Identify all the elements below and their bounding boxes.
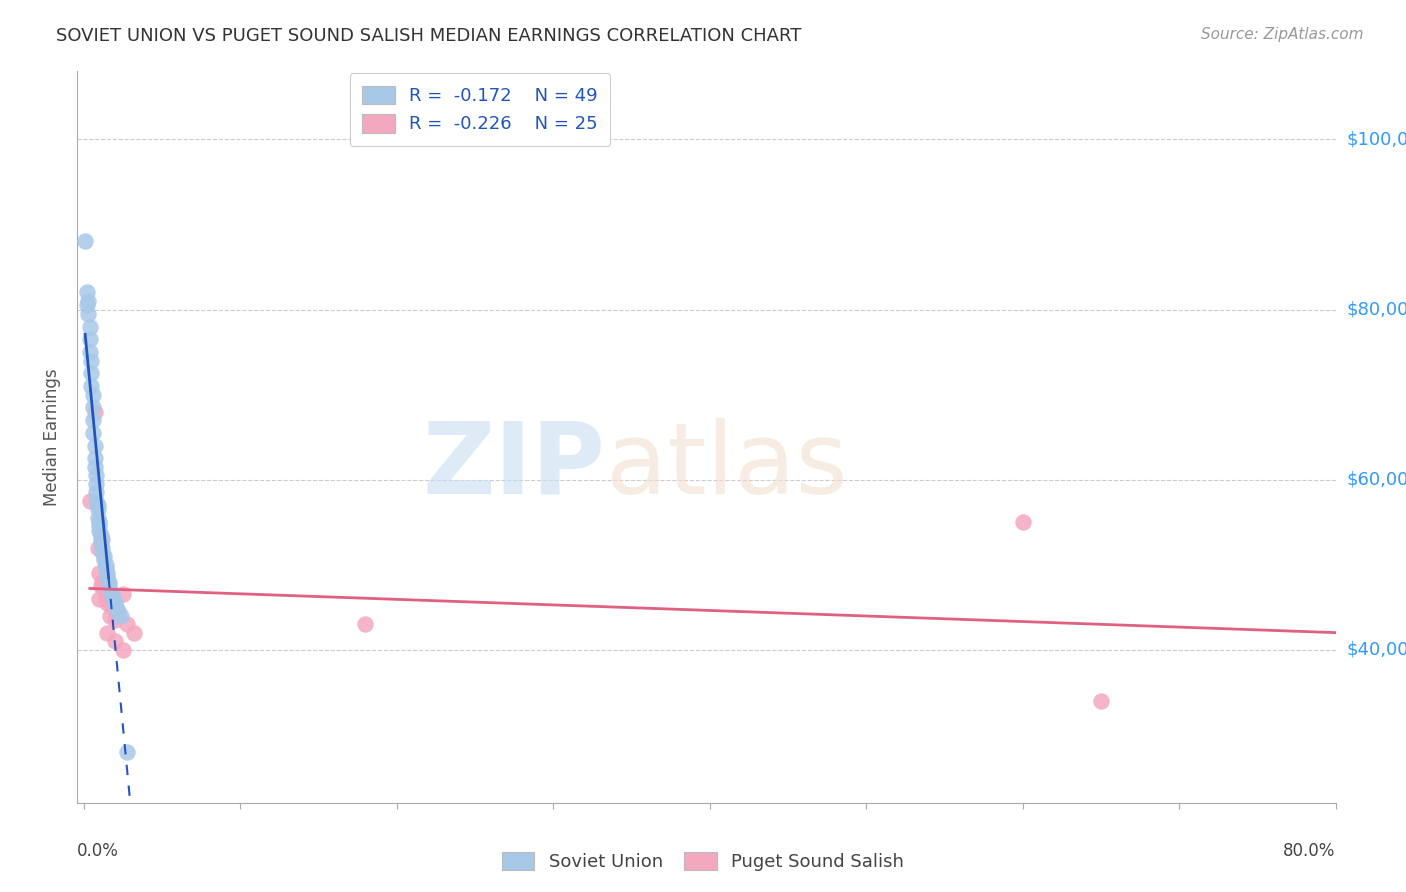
Text: $80,000: $80,000 (1347, 301, 1406, 318)
Point (93, 553, 115, 567)
Point (96, 566, 118, 581)
Point (89, 515, 111, 529)
Point (96, 570, 118, 584)
Point (110, 608, 132, 623)
Point (84, 476, 107, 491)
Point (97, 579, 120, 593)
Point (104, 596, 127, 610)
Point (83, 439, 105, 453)
Point (117, 617, 139, 632)
Point (89, 519, 111, 533)
Point (98, 583, 121, 598)
Point (354, 617, 377, 632)
Point (111, 587, 134, 601)
Point (80, 366, 103, 380)
Point (105, 600, 128, 615)
Text: 0.0%: 0.0% (77, 842, 120, 860)
Point (1090, 694, 1112, 708)
Point (96, 596, 118, 610)
Point (86, 511, 108, 525)
Point (75, 235, 97, 249)
Point (86, 498, 108, 512)
Point (79, 319, 101, 334)
Point (111, 642, 134, 657)
Text: atlas: atlas (606, 417, 848, 515)
Point (107, 604, 129, 618)
Text: $40,000: $40,000 (1347, 640, 1406, 658)
Point (86, 541, 108, 555)
Point (97, 587, 120, 601)
Point (91, 545, 114, 559)
Text: $100,000: $100,000 (1347, 130, 1406, 148)
Point (104, 634, 127, 648)
Point (1011, 515, 1033, 529)
Point (90, 536, 112, 550)
Point (82, 425, 104, 440)
Point (90, 528, 112, 542)
Point (94, 562, 117, 576)
Point (79, 345, 101, 359)
Point (83, 451, 105, 466)
Point (77, 293, 100, 308)
Point (93, 549, 115, 563)
Point (89, 591, 111, 606)
Point (84, 494, 107, 508)
Point (84, 485, 107, 500)
Point (103, 591, 125, 606)
Point (86, 502, 108, 516)
Text: SOVIET UNION VS PUGET SOUND SALISH MEDIAN EARNINGS CORRELATION CHART: SOVIET UNION VS PUGET SOUND SALISH MEDIA… (56, 27, 801, 45)
Point (104, 613, 127, 627)
Y-axis label: Median Earnings: Median Earnings (44, 368, 62, 506)
Point (100, 600, 122, 615)
Point (84, 468, 107, 483)
Point (82, 413, 104, 427)
Point (82, 401, 104, 415)
Point (77, 307, 100, 321)
Point (97, 574, 120, 589)
Point (90, 579, 112, 593)
Text: Source: ZipAtlas.com: Source: ZipAtlas.com (1201, 27, 1364, 42)
Point (91, 532, 114, 546)
Point (76, 298, 98, 312)
Point (90, 532, 112, 546)
Point (100, 587, 122, 601)
Point (79, 494, 101, 508)
Point (98, 608, 121, 623)
Point (89, 524, 111, 538)
Point (91, 574, 114, 589)
Text: 80.0%: 80.0% (1284, 842, 1336, 860)
Point (94, 558, 117, 572)
Point (89, 566, 111, 581)
Legend: Soviet Union, Puget Sound Salish: Soviet Union, Puget Sound Salish (495, 845, 911, 879)
Point (83, 459, 105, 474)
Text: $60,000: $60,000 (1347, 471, 1406, 489)
Text: ZIP: ZIP (423, 417, 606, 515)
Point (93, 583, 115, 598)
Point (80, 353, 103, 368)
Legend: R =  -0.172    N = 49, R =  -0.226    N = 25: R = -0.172 N = 49, R = -0.226 N = 25 (350, 73, 610, 146)
Point (94, 591, 117, 606)
Point (122, 625, 145, 640)
Point (80, 379, 103, 393)
Point (107, 608, 129, 623)
Point (91, 541, 114, 555)
Point (117, 745, 139, 759)
Point (96, 625, 118, 640)
Point (79, 332, 101, 346)
Point (83, 404, 105, 418)
Point (76, 285, 98, 300)
Point (82, 387, 104, 401)
